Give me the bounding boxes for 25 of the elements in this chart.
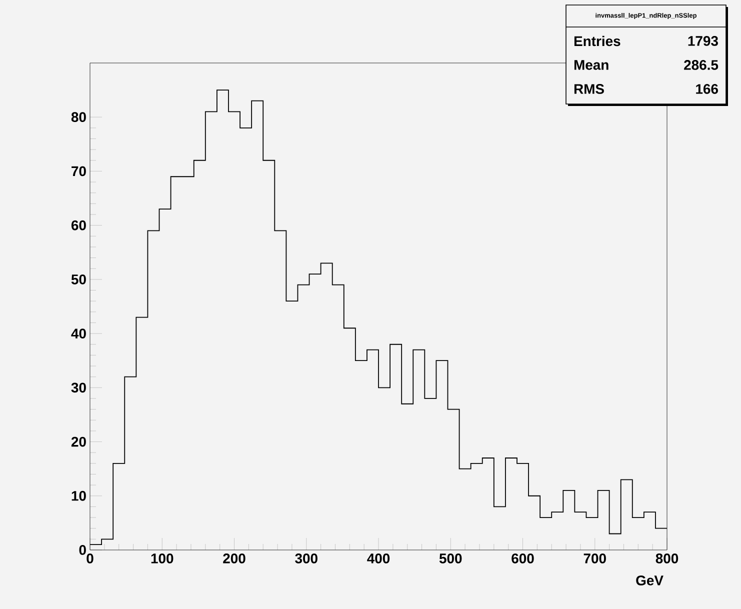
annotation: Mean bbox=[574, 60, 608, 70]
y-tick-label: 50 bbox=[71, 274, 86, 284]
y-tick-label: 0 bbox=[79, 545, 86, 555]
y-tick-label: 60 bbox=[71, 220, 86, 230]
text: 166 bbox=[696, 84, 718, 94]
x-tick-label: 600 bbox=[512, 553, 534, 564]
annotation: RMS bbox=[574, 84, 604, 94]
y-tick-label: 40 bbox=[71, 328, 86, 338]
text: 286.5 bbox=[684, 60, 718, 70]
text: 1793 bbox=[688, 36, 718, 46]
x-tick-label: 500 bbox=[439, 553, 462, 564]
y-tick-label: 20 bbox=[71, 436, 86, 447]
x-tick-label: 400 bbox=[367, 553, 390, 564]
y-tick-label: 30 bbox=[71, 382, 86, 393]
y-tick-label: 80 bbox=[71, 112, 86, 122]
x-tick-label: 700 bbox=[584, 553, 606, 564]
x-tick-label: 0 bbox=[86, 553, 94, 564]
y-tick-label: 10 bbox=[72, 490, 86, 501]
y-tick-label: 70 bbox=[72, 166, 86, 176]
x-tick-label: 300 bbox=[295, 553, 318, 564]
x-tick-label: 800 bbox=[656, 553, 678, 564]
x-tick-label: 100 bbox=[151, 553, 174, 564]
x-tick-label: 200 bbox=[223, 553, 246, 564]
text: Entries bbox=[574, 36, 620, 46]
x-axis-title: GeV bbox=[636, 575, 664, 586]
